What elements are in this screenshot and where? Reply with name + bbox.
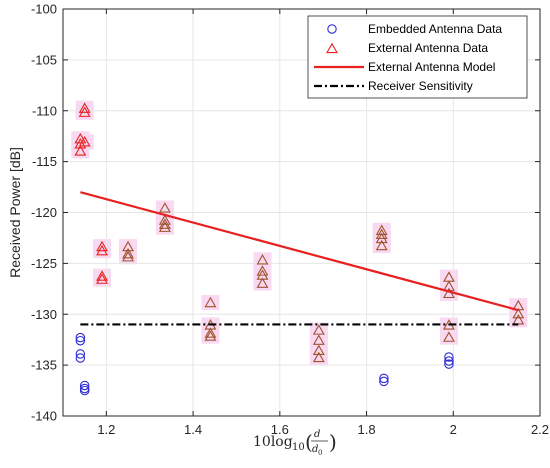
external-data-point xyxy=(122,247,134,259)
embedded-data-point xyxy=(75,353,86,363)
external-data-point xyxy=(158,221,171,232)
y-tick-label: -135 xyxy=(31,358,57,373)
legend-label: Receiver Sensitivity xyxy=(368,79,473,93)
x-axis-label-denominator: d xyxy=(312,444,318,455)
x-axis-label-denominator-subscript: 0 xyxy=(318,449,322,457)
external-data-point xyxy=(375,228,388,240)
x-tick-label: 1.8 xyxy=(358,422,376,437)
external-data-point xyxy=(96,270,108,281)
external-data-point xyxy=(312,344,325,356)
embedded-data-point xyxy=(444,352,454,362)
legend-box xyxy=(307,15,528,99)
y-axis-label: Received Power [dB] xyxy=(7,147,23,278)
x-axis-label-numerator: d xyxy=(314,429,320,440)
y-tick-label: -120 xyxy=(31,205,57,220)
x-tick-label: 2 xyxy=(450,422,457,437)
external-data-point xyxy=(74,138,87,149)
x-axis-label-right-paren: ) xyxy=(329,430,337,454)
external-data-point xyxy=(312,324,325,335)
external-data-point xyxy=(96,240,108,252)
embedded-data-point xyxy=(75,335,86,346)
external-data-point xyxy=(78,102,91,113)
external-data-point xyxy=(74,132,87,144)
x-tick-label: 2.2 xyxy=(531,422,549,437)
external-data-point xyxy=(204,330,217,341)
series-layer xyxy=(74,102,525,396)
x-axis-label: 10log 10 ( d d 0 ) xyxy=(253,429,337,457)
legend-label: External Antenna Model xyxy=(368,60,495,74)
legend-embedded-marker xyxy=(327,24,337,34)
series-2 xyxy=(80,191,519,312)
external-data-point xyxy=(78,106,91,117)
external-data-point xyxy=(96,273,108,284)
x-axis-label-subscript: 10 xyxy=(292,442,305,453)
embedded-data-point xyxy=(75,349,86,359)
external-data-point xyxy=(312,351,325,363)
embedded-data-point xyxy=(75,332,86,343)
embedded-data-point xyxy=(379,376,389,387)
external-data-point xyxy=(256,265,269,276)
embedded-data-point xyxy=(444,359,454,369)
external-data-point xyxy=(204,327,217,338)
external-data-point xyxy=(96,244,108,256)
x-tick-label: 1.6 xyxy=(271,422,289,437)
x-axis-label-main: 10log xyxy=(253,434,293,450)
external-data-point xyxy=(158,214,171,225)
legend-label: External Antenna Data xyxy=(368,41,488,55)
external-data-point xyxy=(512,307,525,319)
x-axis-label-left-paren: ( xyxy=(305,430,313,454)
embedded-data-point xyxy=(79,380,90,391)
y-tick-label: -115 xyxy=(32,154,57,169)
y-tick-label: -105 xyxy=(31,52,57,67)
model-line xyxy=(80,191,519,312)
y-tick-label: -140 xyxy=(31,409,57,424)
external-data-point xyxy=(204,296,217,308)
y-tick-label: -110 xyxy=(32,103,57,118)
external-data-point xyxy=(375,232,388,244)
external-data-point xyxy=(312,334,325,345)
y-tick-label: -125 xyxy=(31,256,57,271)
external-data-point xyxy=(442,331,455,342)
embedded-data-point xyxy=(79,385,90,396)
legend-label: Embedded Antenna Data xyxy=(368,22,502,36)
external-data-point xyxy=(78,135,91,147)
external-data-point xyxy=(256,254,269,265)
external-data-point xyxy=(158,202,171,213)
y-tick-label: -100 xyxy=(31,2,57,17)
embedded-data-point xyxy=(379,373,389,384)
series-0 xyxy=(75,332,454,396)
legend-external-marker xyxy=(326,42,338,54)
external-data-point xyxy=(122,250,134,262)
x-tick-label: 1.2 xyxy=(97,422,115,437)
legend: Embedded Antenna Data External Antenna Da… xyxy=(307,15,528,99)
external-data-point xyxy=(122,240,134,252)
external-data-point xyxy=(375,239,388,251)
external-data-point xyxy=(74,145,87,156)
y-tick-label: -130 xyxy=(31,307,57,322)
axis-ticks: 1.2 1.4 1.6 1.8 2 2.2 -140 -135 -130 -125 -120 -115… xyxy=(31,2,549,438)
external-data-point xyxy=(256,277,269,288)
x-tick-label: 1.4 xyxy=(184,422,202,437)
embedded-data-point xyxy=(444,356,454,366)
external-data-point xyxy=(158,218,171,229)
